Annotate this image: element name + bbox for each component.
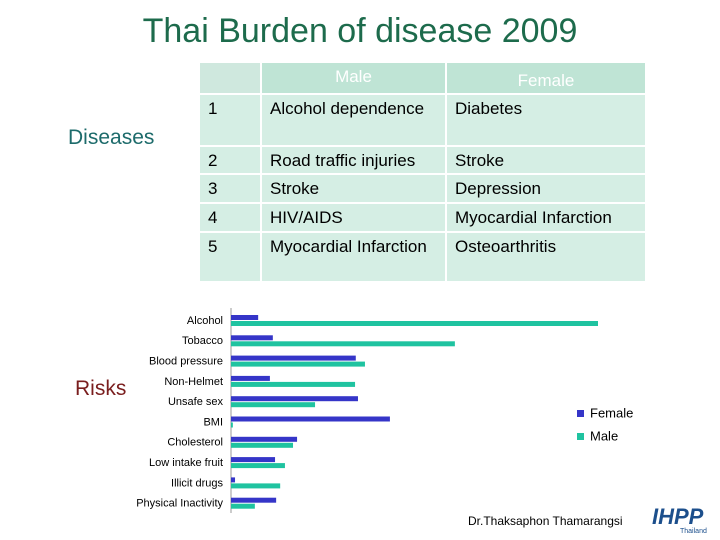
disease-cell: Road traffic injuries [262, 147, 447, 175]
rank-cell: 2 [200, 147, 262, 175]
disease-cell: Depression [447, 175, 647, 204]
bar [231, 477, 236, 483]
author: Dr.Thaksaphon Thamarangsi [468, 514, 623, 528]
category-label: Tobacco [182, 335, 223, 347]
header-female: Female [447, 63, 647, 95]
category-label: BMI [203, 416, 223, 428]
table-side-label: Diseases [68, 126, 155, 149]
category-label: Illicit drugs [171, 477, 223, 489]
category-label: Low intake fruit [149, 457, 223, 469]
legend-swatch [577, 410, 584, 417]
disease-cell: Osteoarthritis [447, 233, 647, 283]
category-label: Blood pressure [149, 356, 223, 368]
rank-cell: 1 [200, 95, 262, 147]
category-label: Unsafe sex [168, 396, 224, 408]
header-male: Male [262, 63, 447, 95]
bar [231, 457, 276, 463]
bar [231, 463, 285, 469]
chart-side-label: Risks [75, 377, 127, 400]
bar [231, 422, 233, 428]
category-label: Non-Helmet [164, 376, 223, 388]
legend-label: Female [590, 405, 633, 420]
bar [231, 396, 358, 402]
bar [231, 483, 281, 489]
bar [231, 497, 277, 503]
legend-label: Male [590, 428, 618, 443]
bar [231, 355, 356, 361]
legend-swatch [577, 433, 584, 440]
category-label: Alcohol [187, 315, 223, 327]
header-blank [200, 63, 262, 95]
bar [231, 361, 365, 367]
table: Male Female 1 Alcohol dependence Diabetes 2… [200, 63, 647, 283]
bar [231, 341, 455, 347]
bar [231, 442, 294, 448]
slide-title: Thai Burden of disease 2009 [142, 12, 578, 50]
disease-cell: Stroke [447, 147, 647, 175]
logo-sub: Thailand [680, 528, 707, 535]
logo: IHPP [652, 504, 704, 529]
rank-cell: 3 [200, 175, 262, 204]
disease-cell: Stroke [262, 175, 447, 204]
disease-cell: Myocardial Infarction [447, 204, 647, 233]
bar [231, 315, 259, 320]
rank-cell: 5 [200, 233, 262, 283]
bar [231, 503, 255, 509]
bar [231, 436, 298, 442]
bar [231, 381, 356, 387]
category-label: Cholesterol [167, 437, 223, 449]
bar [231, 416, 390, 422]
bar [231, 321, 598, 326]
disease-cell: Alcohol dependence [262, 95, 447, 147]
bar [231, 375, 270, 381]
disease-cell: Myocardial Infarction [262, 233, 447, 283]
bar [231, 402, 316, 408]
disease-cell: HIV/AIDS [262, 204, 447, 233]
disease-cell: Diabetes [447, 95, 647, 147]
rank-cell: 4 [200, 204, 262, 233]
bar [231, 335, 273, 341]
category-label: Physical Inactivity [136, 498, 223, 510]
